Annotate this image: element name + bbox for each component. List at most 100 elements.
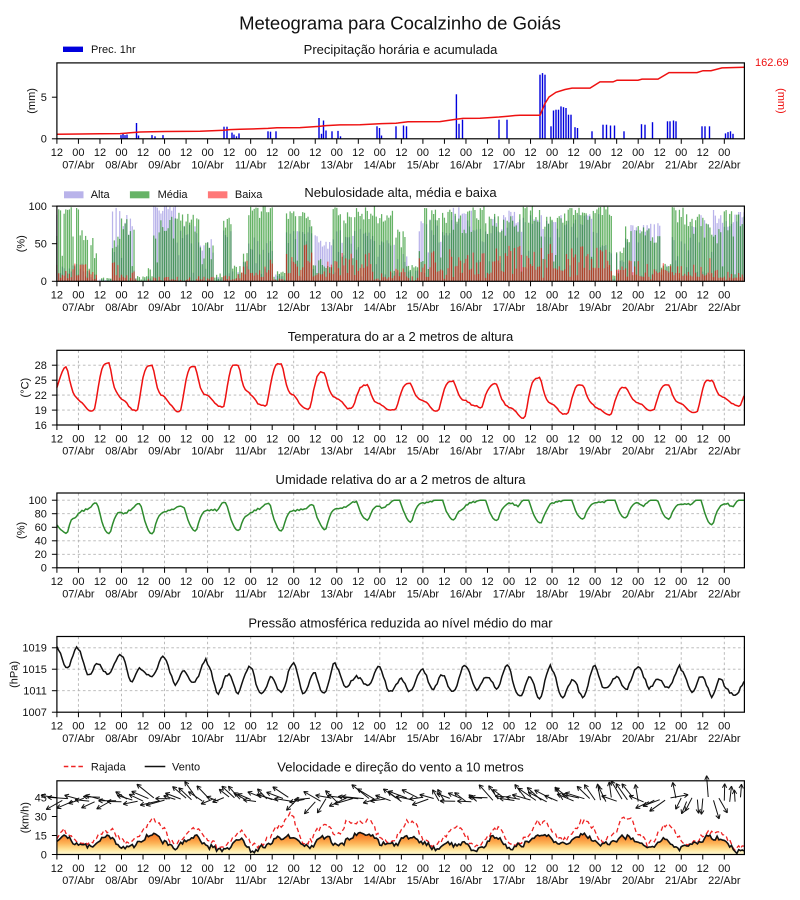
svg-text:12/Abr: 12/Abr [277, 159, 310, 171]
svg-text:11/Abr: 11/Abr [235, 302, 267, 314]
svg-text:00: 00 [675, 721, 687, 733]
svg-text:00: 00 [374, 721, 386, 733]
svg-text:17/Abr: 17/Abr [493, 446, 526, 458]
svg-text:12: 12 [611, 721, 623, 733]
svg-text:00: 00 [718, 433, 730, 445]
svg-text:12: 12 [697, 721, 709, 733]
svg-text:Nebulosidade alta, média e bai: Nebulosidade alta, média e baixa [304, 185, 497, 200]
svg-text:10/Abr: 10/Abr [191, 159, 224, 171]
svg-text:12: 12 [309, 147, 321, 159]
svg-text:00: 00 [546, 147, 558, 159]
svg-text:00: 00 [503, 576, 515, 588]
svg-text:20: 20 [35, 549, 47, 561]
svg-text:17/Abr: 17/Abr [493, 875, 526, 887]
svg-text:12: 12 [137, 290, 149, 302]
svg-text:15/Abr: 15/Abr [407, 875, 440, 887]
svg-text:12: 12 [266, 863, 278, 875]
svg-text:16/Abr: 16/Abr [450, 302, 483, 314]
svg-text:13/Abr: 13/Abr [321, 733, 354, 745]
svg-text:00: 00 [417, 147, 429, 159]
svg-text:19/Abr: 19/Abr [579, 159, 612, 171]
svg-text:22/Abr: 22/Abr [708, 733, 741, 745]
svg-text:12: 12 [697, 576, 709, 588]
svg-text:00: 00 [245, 433, 257, 445]
svg-text:00: 00 [374, 576, 386, 588]
svg-text:00: 00 [417, 721, 429, 733]
svg-text:12: 12 [438, 863, 450, 875]
svg-text:12: 12 [352, 433, 364, 445]
svg-text:(mm): (mm) [775, 88, 787, 114]
svg-text:12: 12 [654, 433, 666, 445]
svg-text:00: 00 [72, 433, 84, 445]
svg-text:00: 00 [374, 433, 386, 445]
svg-text:00: 00 [158, 721, 170, 733]
svg-text:00: 00 [503, 433, 515, 445]
svg-text:21/Abr: 21/Abr [665, 159, 698, 171]
svg-text:09/Abr: 09/Abr [148, 446, 181, 458]
svg-text:12: 12 [137, 863, 149, 875]
svg-text:12: 12 [51, 721, 63, 733]
svg-text:00: 00 [632, 290, 644, 302]
svg-text:00: 00 [417, 290, 429, 302]
svg-text:00: 00 [331, 147, 343, 159]
svg-text:17/Abr: 17/Abr [493, 733, 526, 745]
svg-text:13/Abr: 13/Abr [321, 588, 354, 600]
svg-text:12: 12 [51, 433, 63, 445]
svg-text:00: 00 [201, 433, 213, 445]
svg-text:08/Abr: 08/Abr [105, 733, 138, 745]
svg-text:(hPa): (hPa) [9, 661, 21, 688]
svg-text:30: 30 [35, 811, 47, 823]
svg-text:00: 00 [245, 863, 257, 875]
svg-text:12: 12 [223, 433, 235, 445]
svg-text:16: 16 [35, 420, 47, 432]
svg-text:12: 12 [137, 433, 149, 445]
svg-text:12: 12 [611, 576, 623, 588]
svg-text:00: 00 [632, 721, 644, 733]
svg-text:00: 00 [503, 863, 515, 875]
svg-text:12: 12 [697, 433, 709, 445]
svg-text:12: 12 [654, 147, 666, 159]
svg-text:12: 12 [51, 863, 63, 875]
svg-text:12: 12 [395, 147, 407, 159]
svg-text:20/Abr: 20/Abr [622, 302, 655, 314]
svg-text:0: 0 [41, 563, 47, 575]
svg-text:00: 00 [632, 147, 644, 159]
svg-text:11/Abr: 11/Abr [235, 159, 267, 171]
svg-text:12: 12 [611, 147, 623, 159]
svg-text:20/Abr: 20/Abr [622, 733, 655, 745]
svg-text:13/Abr: 13/Abr [321, 446, 354, 458]
svg-text:12: 12 [180, 433, 192, 445]
svg-text:00: 00 [331, 863, 343, 875]
svg-text:12: 12 [266, 433, 278, 445]
svg-text:08/Abr: 08/Abr [105, 302, 138, 314]
svg-text:100: 100 [29, 495, 47, 507]
svg-text:12: 12 [567, 863, 579, 875]
svg-text:00: 00 [288, 290, 300, 302]
svg-text:10/Abr: 10/Abr [191, 733, 224, 745]
svg-text:12: 12 [137, 147, 149, 159]
svg-text:00: 00 [460, 576, 472, 588]
svg-text:12: 12 [352, 576, 364, 588]
svg-text:17/Abr: 17/Abr [493, 159, 526, 171]
svg-text:50: 50 [35, 239, 47, 251]
svg-text:12: 12 [223, 147, 235, 159]
svg-text:22/Abr: 22/Abr [708, 302, 741, 314]
svg-text:12: 12 [654, 721, 666, 733]
svg-text:00: 00 [546, 576, 558, 588]
svg-text:19/Abr: 19/Abr [579, 733, 612, 745]
svg-text:20/Abr: 20/Abr [622, 446, 655, 458]
svg-text:00: 00 [675, 863, 687, 875]
svg-text:14/Abr: 14/Abr [364, 302, 397, 314]
svg-text:12: 12 [524, 290, 536, 302]
svg-text:12: 12 [481, 863, 493, 875]
svg-text:12: 12 [567, 433, 579, 445]
svg-text:(°C): (°C) [20, 378, 32, 398]
svg-text:12: 12 [524, 147, 536, 159]
svg-text:00: 00 [158, 433, 170, 445]
svg-text:12: 12 [611, 433, 623, 445]
svg-text:16/Abr: 16/Abr [450, 159, 483, 171]
svg-text:12: 12 [266, 576, 278, 588]
svg-text:12: 12 [395, 433, 407, 445]
svg-text:00: 00 [503, 721, 515, 733]
svg-text:20/Abr: 20/Abr [622, 588, 655, 600]
